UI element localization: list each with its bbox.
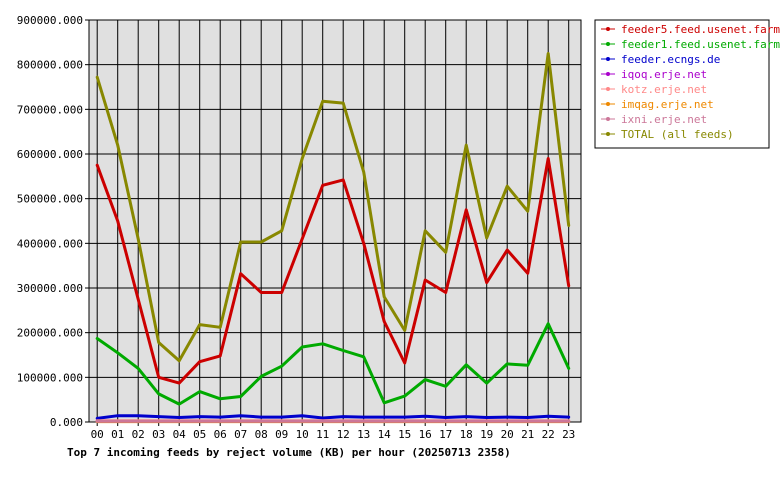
x-axis: 00 01 02 03 04 05 06 07 08 09 10 11 12 13 14 15 16 17 18 19… [91,422,575,441]
chart-title: Top 7 incoming feeds by reject volume (K… [67,446,511,459]
y-tick-label: 400000.000 [17,237,83,250]
x-tick-label: 15 [398,428,411,441]
legend-swatch-dot [606,102,610,106]
series-lines [95,52,571,424]
legend-box [594,19,770,149]
series-line-0 [95,157,571,385]
x-tick-label: 20 [501,428,514,441]
series-line-7 [95,52,571,363]
y-tick-label: 600000.000 [17,148,83,161]
series-line-2 [95,414,571,420]
x-tick-label: 09 [275,428,288,441]
x-tick-label: 03 [152,428,165,441]
x-tick-label: 23 [562,428,575,441]
legend-entry-label: imqag.erje.net [621,98,714,111]
legend-swatch-dot [606,117,610,121]
x-tick-label: 06 [214,428,227,441]
y-tick-label: 800000.000 [17,59,83,72]
x-tick-label: 10 [296,428,309,441]
x-tick-label: 18 [460,428,473,441]
y-axis: 0.000 100000.000 200000.000 300000.000 40000… [17,14,89,429]
x-tick-label: 22 [542,428,555,441]
x-tick-label: 01 [111,428,124,441]
legend-entry-label: feeder1.feed.usenet.farm [621,38,780,51]
y-tick-label: 900000.000 [17,14,83,27]
y-tick-label: 200000.000 [17,327,83,340]
x-tick-label: 13 [357,428,370,441]
x-tick-label: 14 [378,428,392,441]
x-tick-label: 12 [337,428,350,441]
x-tick-label: 16 [419,428,432,441]
x-tick-label: 21 [521,428,534,441]
y-tick-label: 100000.000 [17,371,83,384]
y-tick-label: 700000.000 [17,103,83,116]
legend-swatch-dot [606,87,610,91]
x-tick-label: 08 [255,428,268,441]
legend-entry-label: TOTAL (all feeds) [621,128,734,141]
legend-swatch-dot [606,42,610,46]
legend-swatch-dot [606,27,610,31]
legend-swatch-dot [606,72,610,76]
x-tick-label: 02 [132,428,145,441]
y-tick-label: 0.000 [50,416,83,429]
x-tick-label: 05 [193,428,206,441]
legend: feeder5.feed.usenet.farm feeder1.feed.use… [594,19,780,149]
series-line-1 [95,322,571,406]
x-tick-label: 11 [316,428,329,441]
x-tick-label: 04 [173,428,187,441]
legend-swatch-dot [606,132,610,136]
x-tick-label: 19 [480,428,493,441]
legend-entry-label: iqoq.erje.net [621,68,707,81]
legend-entry-label: feeder5.feed.usenet.farm [621,23,780,36]
legend-entry-label: kotz.erje.net [621,83,707,96]
legend-entry-label: feeder.ecngs.de [621,53,720,66]
x-tick-label: 17 [439,428,452,441]
legend-swatch-dot [606,57,610,61]
legend-entry-label: ixni.erje.net [621,113,707,126]
y-tick-label: 500000.000 [17,193,83,206]
x-tick-label: 00 [91,428,104,441]
x-tick-label: 07 [234,428,247,441]
y-tick-label: 300000.000 [17,282,83,295]
